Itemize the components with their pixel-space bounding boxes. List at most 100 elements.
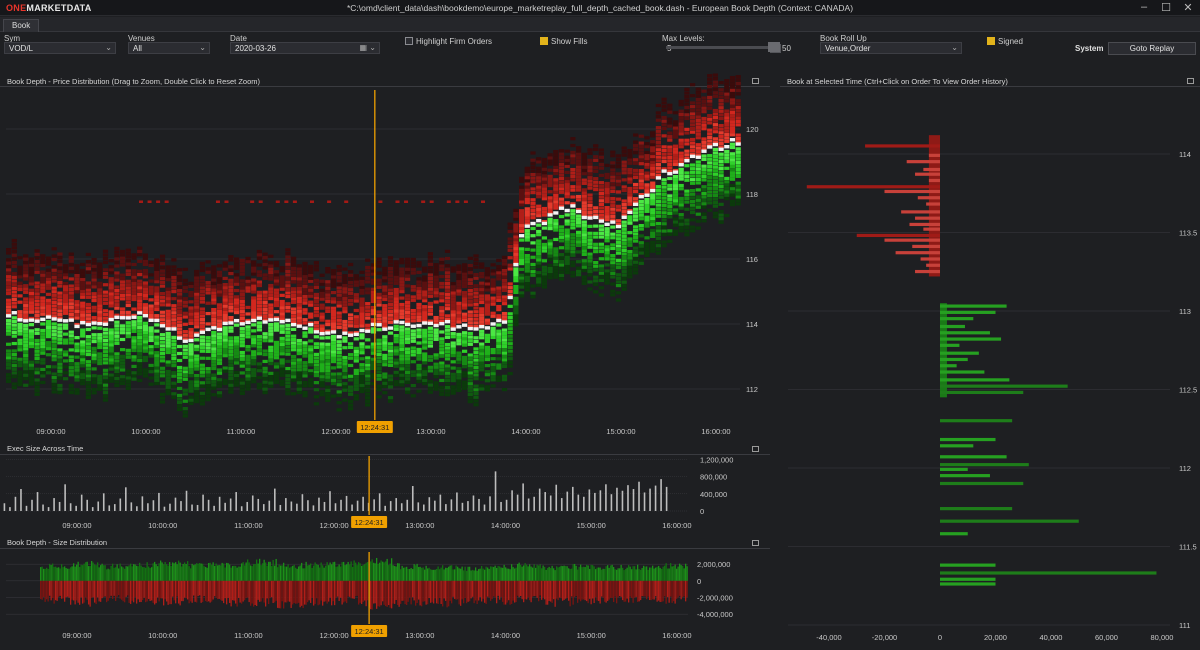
bid-depth-cell	[336, 354, 342, 358]
bid-depth-cell	[291, 378, 297, 382]
ask-depth-cell	[416, 264, 422, 268]
ask-depth-cell	[34, 292, 40, 296]
exec-size-bar	[224, 502, 226, 511]
bid-depth-cell	[182, 348, 188, 352]
ask-depth-cell	[513, 208, 519, 212]
ask-depth-cell	[467, 296, 473, 300]
bid-depth-cell	[330, 356, 337, 361]
ask-depth-cell	[712, 84, 718, 88]
date-picker[interactable]: 2020-03-26 ▦ ⌄	[230, 42, 380, 54]
bid-depth-cell	[325, 336, 331, 340]
signed-checkbox[interactable]: Signed	[987, 35, 1023, 47]
bid-depth-cell	[564, 234, 570, 238]
tab-book[interactable]: Book	[3, 19, 40, 32]
price-x-tick-label: 15:00:00	[606, 427, 635, 436]
ask-depth-cell	[484, 270, 490, 274]
ask-depth-cell	[114, 274, 120, 279]
exec-size-bar	[511, 490, 513, 511]
bid-depth-cell	[325, 398, 331, 402]
bid-depth-cell	[564, 246, 570, 250]
max-levels-slider-handle[interactable]	[768, 42, 780, 52]
ask-depth-cell	[427, 301, 433, 306]
ask-size-bar	[226, 580, 228, 605]
maximize-icon[interactable]: ☐	[1161, 2, 1171, 14]
ask-depth-cell	[427, 259, 433, 263]
ask-depth-cell	[724, 89, 730, 93]
bid-depth-cell	[530, 273, 536, 277]
ask-depth-cell	[570, 157, 576, 161]
ask-depth-cell	[479, 310, 485, 314]
maximize-panel-icon[interactable]	[752, 78, 759, 84]
bid-depth-cell	[422, 340, 428, 344]
ask-depth-cell	[427, 252, 433, 256]
ask-depth-cell	[576, 172, 582, 176]
bid-depth-cell	[74, 371, 80, 376]
bid-depth-cell	[40, 371, 46, 375]
ask-depth-cell	[547, 208, 553, 212]
bid-depth-cell	[513, 279, 519, 283]
ask-depth-cell	[444, 281, 451, 286]
venues-select[interactable]: All ⌄	[128, 42, 210, 54]
ask-depth-cell	[234, 276, 240, 280]
bid-depth-cell	[336, 393, 342, 398]
ask-depth-cell	[416, 286, 422, 291]
ask-depth-cell	[558, 156, 565, 160]
ask-depth-cell	[701, 99, 707, 104]
minimize-icon[interactable]: –	[1140, 1, 1148, 13]
bid-depth-cell	[239, 384, 245, 389]
show-fills-checkbox[interactable]: Show Fills	[540, 35, 587, 47]
bid-depth-cell	[137, 316, 143, 320]
ask-depth-cell	[467, 285, 473, 289]
calendar-icon[interactable]: ▦	[359, 43, 367, 52]
bid-depth-cell	[228, 346, 234, 350]
bid-depth-cell	[34, 356, 40, 361]
highlight-firm-orders-checkbox[interactable]: Highlight Firm Orders	[405, 35, 492, 47]
bid-size-bar	[343, 561, 345, 581]
bid-depth-cell	[405, 337, 411, 341]
max-levels-slider-track[interactable]	[666, 46, 774, 49]
ask-depth-cell	[416, 296, 422, 300]
ask-depth-cell	[63, 281, 69, 286]
ask-depth-cell	[524, 166, 530, 170]
exec-size-bar	[649, 488, 651, 511]
ask-depth-cell	[80, 316, 86, 320]
ask-depth-cell	[182, 330, 188, 334]
bid-depth-cell	[40, 322, 46, 326]
mid-price-cell	[530, 221, 536, 226]
mid-price-cell	[131, 315, 137, 319]
bid-size-bar	[80, 564, 82, 581]
bid-depth-cell	[718, 177, 724, 181]
sym-label: Sym	[4, 34, 20, 43]
bid-depth-cell	[102, 394, 109, 398]
ask-depth-cell	[524, 210, 530, 214]
goto-replay-button[interactable]: Goto Replay	[1108, 42, 1196, 55]
bid-depth-cell	[570, 253, 576, 257]
bid-size-bar	[83, 563, 85, 581]
sym-select[interactable]: VOD/L ⌄	[4, 42, 116, 54]
book-roll-up-select[interactable]: Venue,Order ⌄	[820, 42, 962, 54]
maximize-panel-icon[interactable]	[752, 446, 759, 452]
bid-depth-cell	[74, 342, 80, 346]
ask-depth-cell	[416, 293, 422, 297]
maximize-panel-icon[interactable]	[1187, 78, 1194, 84]
ask-depth-cell	[473, 265, 479, 269]
bid-depth-cell	[57, 348, 63, 352]
ask-depth-cell	[553, 197, 559, 201]
ask-depth-cell	[467, 263, 473, 268]
bid-depth-cell	[28, 332, 34, 336]
bid-depth-cell	[182, 388, 188, 392]
ask-depth-cell	[51, 315, 57, 319]
maximize-panel-icon[interactable]	[752, 540, 759, 546]
ask-depth-cell	[439, 309, 445, 313]
ask-depth-cell	[650, 181, 656, 185]
bid-depth-cell	[655, 192, 661, 196]
ask-depth-cell	[593, 187, 599, 192]
bid-depth-cell	[456, 382, 462, 386]
bid-depth-cell	[541, 269, 547, 273]
bid-depth-cell	[604, 227, 610, 231]
bid-depth-cell	[348, 374, 354, 378]
close-icon[interactable]: ✕	[1183, 2, 1193, 14]
bid-depth-cell	[427, 358, 433, 362]
bid-depth-cell	[456, 373, 462, 377]
